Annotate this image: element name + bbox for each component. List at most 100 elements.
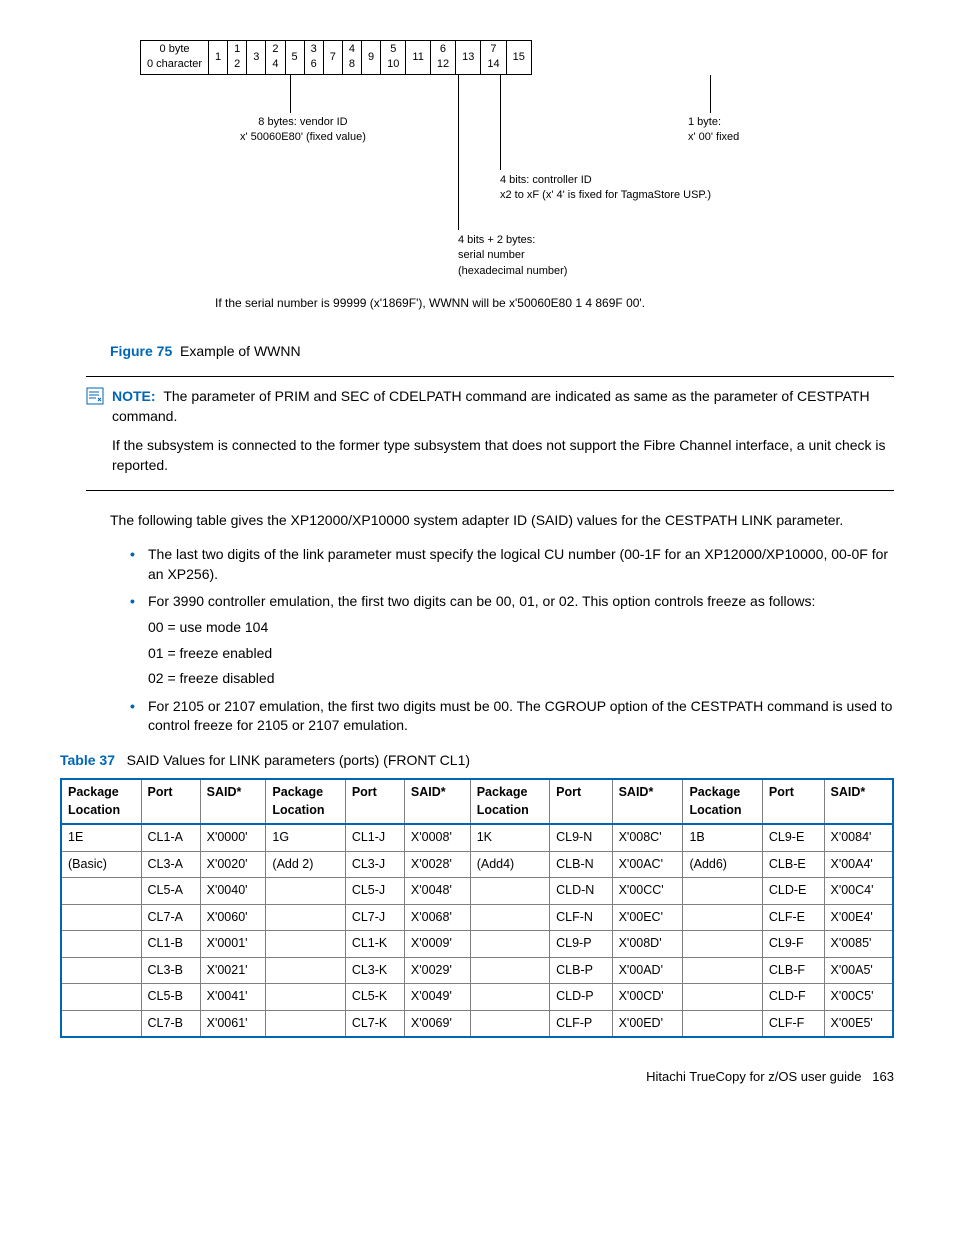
table-cell	[683, 904, 762, 931]
table-header: SAID*	[200, 779, 266, 824]
note-text-1: The parameter of PRIM and SEC of CDELPAT…	[112, 388, 870, 424]
table-cell	[470, 957, 549, 984]
table-cell: X'0084'	[824, 824, 893, 851]
table-header: Port	[762, 779, 824, 824]
byte-cell: 24	[266, 41, 285, 75]
table-row: CL7-BX'0061'CL7-KX'0069'CLF-PX'00ED'CLF-…	[61, 1010, 893, 1037]
table-cell: X'00E5'	[824, 1010, 893, 1037]
table-header: PackageLocation	[470, 779, 549, 824]
vendor-id-line1: 8 bytes: vendor ID	[258, 116, 347, 128]
table-header: PackageLocation	[683, 779, 762, 824]
vendor-id-line2: x' 50060E80' (fixed value)	[240, 131, 366, 143]
table-cell: (Basic)	[61, 851, 141, 878]
table-cell: X'0060'	[200, 904, 266, 931]
table-cell: X'0069'	[404, 1010, 470, 1037]
table-cell: CL3-J	[345, 851, 404, 878]
table-cell	[61, 984, 141, 1011]
table-cell: CLB-P	[550, 957, 612, 984]
said-table: PackageLocationPortSAID*PackageLocationP…	[60, 778, 894, 1038]
byte-cell: 1	[209, 41, 228, 75]
table-row: (Basic)CL3-AX'0020'(Add 2)CL3-JX'0028'(A…	[61, 851, 893, 878]
table-cell: X'0009'	[404, 931, 470, 958]
byte-cell: 11	[406, 41, 430, 75]
table-header: SAID*	[824, 779, 893, 824]
table-cell: CL7-B	[141, 1010, 200, 1037]
table-cell	[683, 1010, 762, 1037]
figure-label: Figure 75	[110, 343, 172, 359]
bullet-2-text: For 3990 controller emulation, the first…	[148, 593, 815, 609]
table-header: SAID*	[404, 779, 470, 824]
byte-cell: 0 byte0 character	[141, 41, 209, 75]
table-cell: 1E	[61, 824, 141, 851]
table-cell: CL9-F	[762, 931, 824, 958]
table-cell: CL3-B	[141, 957, 200, 984]
table-cell: X'0048'	[404, 878, 470, 905]
table-header: Port	[550, 779, 612, 824]
note-box: NOTE: The parameter of PRIM and SEC of C…	[86, 376, 894, 490]
table-cell: CL9-P	[550, 931, 612, 958]
table-cell: CL7-A	[141, 904, 200, 931]
table-row: CL5-AX'0040'CL5-JX'0048'CLD-NX'00CC'CLD-…	[61, 878, 893, 905]
byte-cell: 36	[304, 41, 323, 75]
table-cell: X'00A4'	[824, 851, 893, 878]
table-cell: X'0085'	[824, 931, 893, 958]
table-cell	[470, 878, 549, 905]
serial-line3: (hexadecimal number)	[458, 265, 567, 277]
byte-cell: 9	[362, 41, 381, 75]
table-cell: X'0061'	[200, 1010, 266, 1037]
table-cell: X'00C4'	[824, 878, 893, 905]
table-cell	[61, 931, 141, 958]
byte-header-table: 0 byte0 character11232453674895101161213…	[140, 40, 532, 75]
table-cell	[61, 878, 141, 905]
table-header: Port	[141, 779, 200, 824]
table-cell	[266, 1010, 345, 1037]
table-cell	[683, 957, 762, 984]
bullet-list: The last two digits of the link paramete…	[130, 545, 894, 736]
table-header: SAID*	[612, 779, 683, 824]
table-header: PackageLocation	[61, 779, 141, 824]
table-cell: X'00CD'	[612, 984, 683, 1011]
table-cell	[266, 904, 345, 931]
table-cell: X'00E4'	[824, 904, 893, 931]
byte-cell: 12	[228, 41, 247, 75]
table-cell: (Add4)	[470, 851, 549, 878]
table-cell: CLD-N	[550, 878, 612, 905]
table-cell: CL5-B	[141, 984, 200, 1011]
bullet-2-sub1: 00 = use mode 104	[148, 618, 894, 638]
table-header: Port	[345, 779, 404, 824]
table-cell: CL9-N	[550, 824, 612, 851]
table-cell: 1B	[683, 824, 762, 851]
controller-id-line2: x2 to xF (x' 4' is fixed for TagmaStore …	[500, 189, 711, 201]
table-cell: X'00AC'	[612, 851, 683, 878]
list-item: For 3990 controller emulation, the first…	[130, 592, 894, 688]
table-cell: X'00ED'	[612, 1010, 683, 1037]
table-cell: X'00AD'	[612, 957, 683, 984]
byte-cell: 7	[323, 41, 342, 75]
page-footer: Hitachi TrueCopy for z/OS user guide 163	[60, 1068, 894, 1086]
serial-line2: serial number	[458, 249, 525, 261]
list-item: For 2105 or 2107 emulation, the first tw…	[130, 697, 894, 736]
table-cell: X'0068'	[404, 904, 470, 931]
table-cell: X'0000'	[200, 824, 266, 851]
table-cell: CLB-N	[550, 851, 612, 878]
table-cell: X'00A5'	[824, 957, 893, 984]
table-cell: 1K	[470, 824, 549, 851]
table-cell	[683, 931, 762, 958]
table-cell: X'0040'	[200, 878, 266, 905]
table-cell: X'0041'	[200, 984, 266, 1011]
bullet-2-sub2: 01 = freeze enabled	[148, 644, 894, 664]
table-cell: X'00CC'	[612, 878, 683, 905]
table-title: SAID Values for LINK parameters (ports) …	[127, 752, 470, 768]
table-cell: X'0020'	[200, 851, 266, 878]
controller-id-line1: 4 bits: controller ID	[500, 174, 592, 186]
table-cell: 1G	[266, 824, 345, 851]
table-cell: (Add 2)	[266, 851, 345, 878]
table-cell: CL5-K	[345, 984, 404, 1011]
intro-paragraph: The following table gives the XP12000/XP…	[110, 511, 894, 531]
table-cell: CLF-F	[762, 1010, 824, 1037]
byte-cell: 714	[481, 41, 506, 75]
byte-cell: 510	[381, 41, 406, 75]
table-row: CL3-BX'0021'CL3-KX'0029'CLB-PX'00AD'CLB-…	[61, 957, 893, 984]
table-cell	[266, 878, 345, 905]
note-label: NOTE:	[112, 388, 156, 404]
